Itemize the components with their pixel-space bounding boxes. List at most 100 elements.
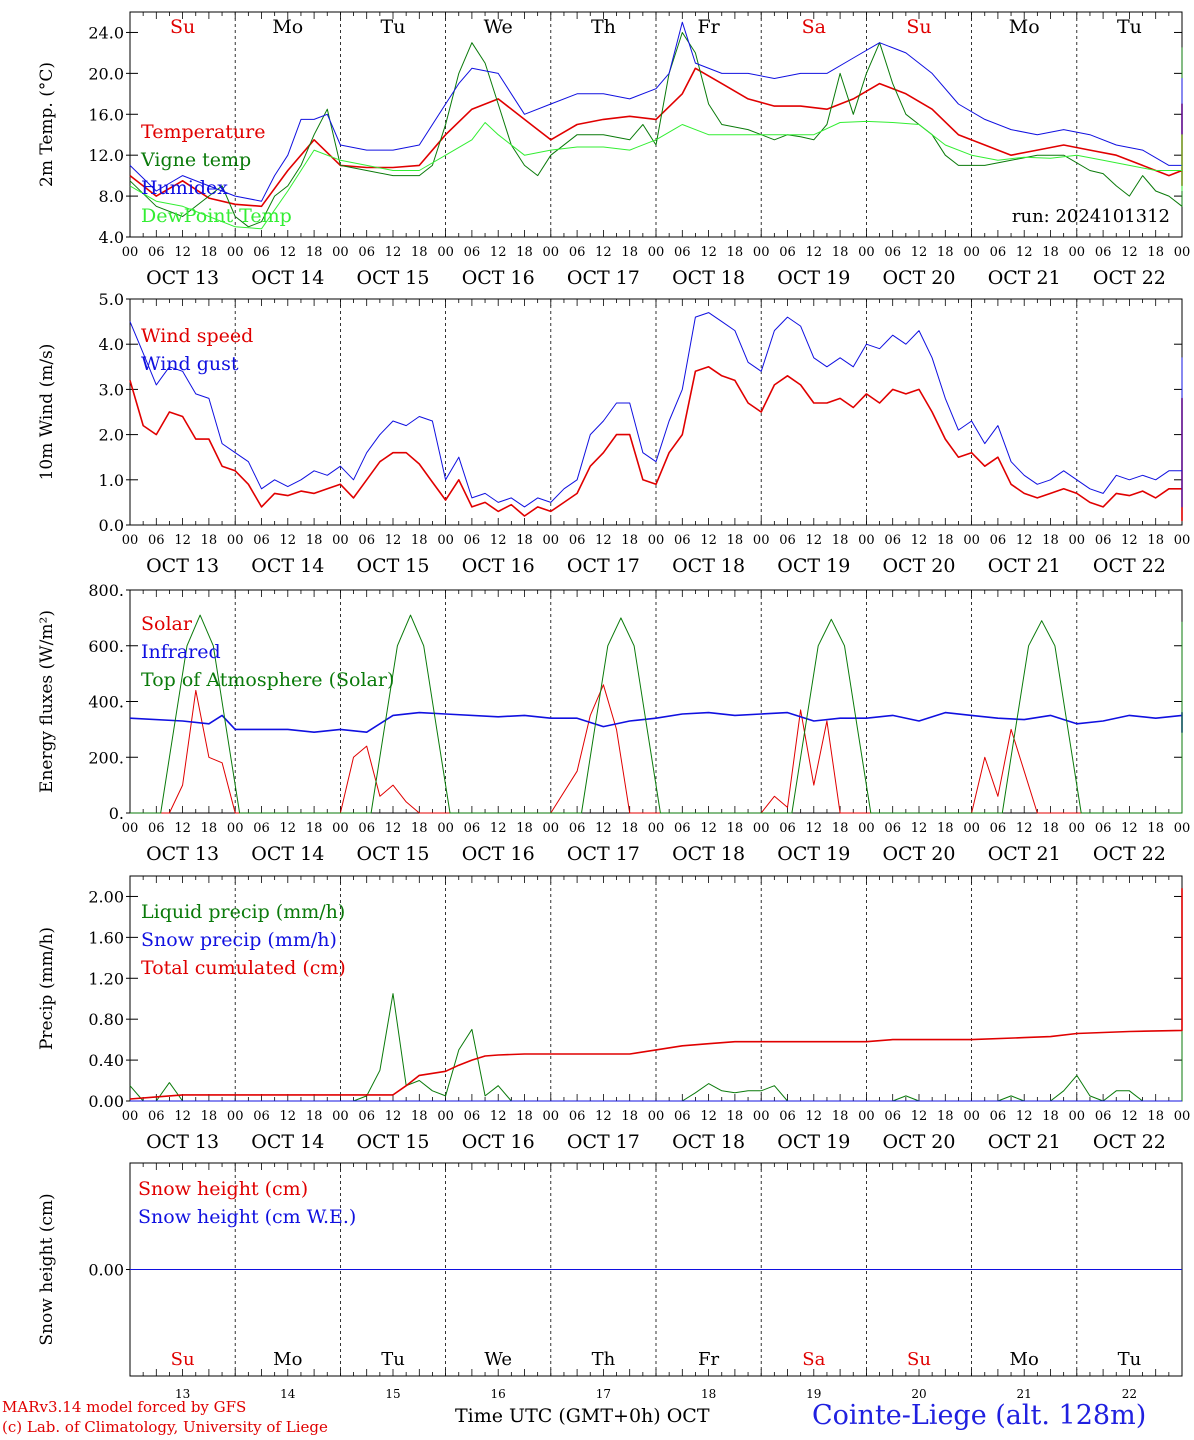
hour-label: 18	[1042, 1109, 1059, 1124]
y-tick-label: 0.	[109, 804, 124, 823]
x-axis-title: Time UTC (GMT+0h) OCT	[455, 1405, 710, 1427]
hour-label: 12	[911, 533, 928, 548]
hour-label: 06	[569, 245, 586, 260]
lab-credit: (c) Lab. of Climatology, University of L…	[2, 1418, 328, 1436]
legend-entry: Infrared	[141, 641, 221, 663]
hour-label: 00	[437, 245, 454, 260]
date-label: OCT 14	[251, 843, 324, 865]
hour-label: 12	[385, 1109, 402, 1124]
hour-label: 18	[1042, 821, 1059, 836]
hour-label: 06	[569, 1109, 586, 1124]
hour-label: 12	[490, 533, 507, 548]
hour-label: 18	[1147, 533, 1164, 548]
hour-label: 06	[779, 245, 796, 260]
hour-label: 18	[411, 245, 428, 260]
hour-label: 12	[1121, 533, 1138, 548]
hour-label: 18	[1042, 533, 1059, 548]
date-label: OCT 19	[777, 555, 850, 577]
hour-label: 12	[806, 821, 823, 836]
date-label: OCT 18	[672, 1131, 745, 1153]
hour-label: 18	[937, 533, 954, 548]
weekday-label: Fr	[697, 16, 720, 38]
hour-label: 18	[832, 245, 849, 260]
hour-label: 12	[595, 1109, 612, 1124]
hour-label: 18	[201, 533, 218, 548]
legend-entry: Wind gust	[141, 353, 239, 375]
hour-label: 18	[306, 1109, 323, 1124]
hour-label: 18	[306, 533, 323, 548]
panel-frame	[129, 11, 1183, 238]
hour-label: 18	[621, 245, 638, 260]
hour-label: 18	[411, 533, 428, 548]
hour-label: 12	[1016, 1109, 1033, 1124]
legend-entry: Solar	[141, 613, 193, 635]
y-tick-label: 12.0	[88, 146, 124, 165]
hour-label: 06	[884, 821, 901, 836]
hour-label: 00	[1174, 533, 1191, 548]
hour-label: 06	[569, 533, 586, 548]
hour-label: 18	[411, 821, 428, 836]
weekday-label: Th	[591, 16, 616, 38]
hour-label: 00	[122, 245, 139, 260]
weekday-label: Mo	[1009, 16, 1040, 38]
y-tick-label: 800.	[88, 581, 124, 600]
hour-label: 06	[358, 533, 375, 548]
y-tick-label: 0.00	[88, 1092, 124, 1111]
hour-label: 12	[911, 821, 928, 836]
weekday-label: Su	[171, 1349, 195, 1370]
series-line	[130, 614, 1183, 814]
hour-label: 12	[595, 533, 612, 548]
hour-label: 12	[174, 245, 191, 260]
date-label: OCT 20	[882, 843, 955, 865]
legend-entry: Vigne temp	[140, 149, 251, 171]
hour-label: 06	[464, 245, 481, 260]
hour-label: 06	[990, 821, 1007, 836]
date-label: OCT 21	[988, 555, 1061, 577]
weekday-label: We	[484, 1349, 512, 1370]
date-label: OCT 16	[462, 843, 535, 865]
date-label: OCT 22	[1093, 267, 1166, 289]
day-number: 15	[385, 1387, 400, 1401]
weekday-label: Sa	[802, 16, 826, 38]
hour-label: 12	[385, 533, 402, 548]
model-credit: MARv3.14 model forced by GFS	[2, 1398, 247, 1416]
hour-label: 18	[201, 245, 218, 260]
date-label: OCT 15	[356, 1131, 429, 1153]
hour-label: 00	[1174, 821, 1191, 836]
hour-label: 06	[990, 1109, 1007, 1124]
date-label: OCT 13	[146, 267, 219, 289]
hour-label: 12	[174, 533, 191, 548]
hour-label: 06	[148, 1109, 165, 1124]
hour-label: 12	[806, 533, 823, 548]
y-tick-label: 3.0	[99, 380, 124, 399]
hour-label: 06	[569, 821, 586, 836]
hour-label: 12	[174, 821, 191, 836]
y-tick-label: 0.0	[99, 516, 124, 535]
hour-label: 00	[122, 533, 139, 548]
weekday-label: Tu	[381, 1349, 405, 1370]
weekday-label: Su	[907, 1349, 931, 1370]
hour-label: 06	[779, 821, 796, 836]
hour-label: 18	[832, 1109, 849, 1124]
hour-label: 00	[858, 1109, 875, 1124]
hour-label: 06	[674, 1109, 691, 1124]
legend-entry: Top of Atmosphere (Solar)	[141, 669, 394, 691]
hour-label: 00	[648, 821, 665, 836]
legend-entry: Wind speed	[141, 325, 253, 347]
hour-label: 18	[1147, 1109, 1164, 1124]
hour-label: 00	[858, 821, 875, 836]
series-line	[129, 312, 1183, 508]
hour-label: 00	[1069, 533, 1086, 548]
y-tick-label: 1.20	[88, 969, 124, 988]
hour-label: 12	[1016, 821, 1033, 836]
y-tick-label: 20.0	[88, 64, 124, 83]
hour-label: 18	[727, 1109, 744, 1124]
hour-label: 00	[1174, 1109, 1191, 1124]
hour-label: 00	[437, 821, 454, 836]
hour-label: 12	[595, 821, 612, 836]
hour-label: 06	[358, 821, 375, 836]
weekday-label: Mo	[1010, 1349, 1039, 1370]
date-label: OCT 18	[672, 555, 745, 577]
weekday-label: We	[484, 16, 513, 38]
hour-label: 12	[1016, 533, 1033, 548]
